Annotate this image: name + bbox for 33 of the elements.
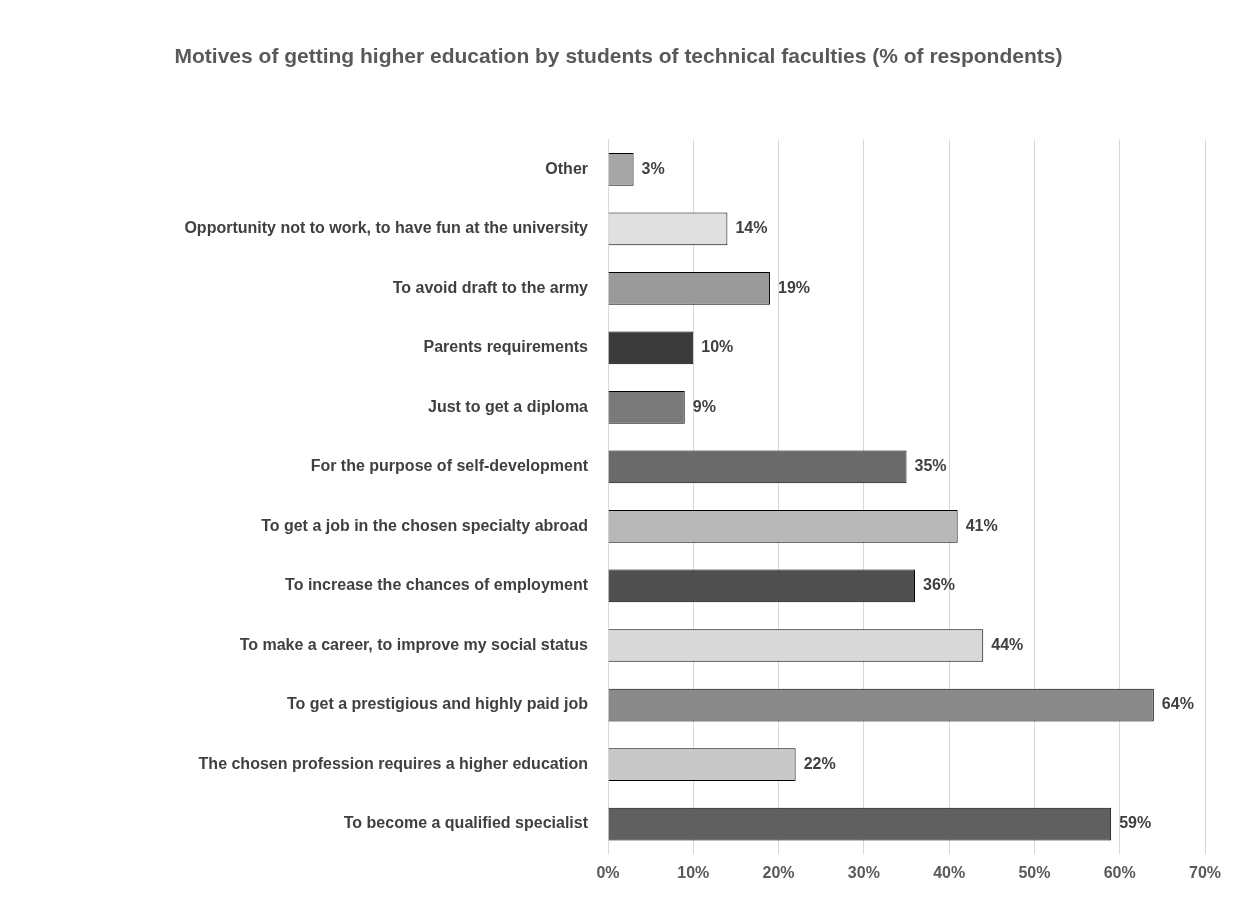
data-label: 44%: [991, 635, 1024, 653]
chart-title: Motives of getting higher education by students of technical faculties (% of respondents): [173, 43, 1064, 69]
y-tick-label: To become a qualified specialist: [343, 814, 589, 832]
x-tick-label: 10%: [677, 863, 710, 881]
data-label: 3%: [641, 159, 665, 177]
y-tick-label: To get a job in the chosen specialty abroad: [261, 516, 588, 534]
x-tick-label: 50%: [1018, 863, 1051, 881]
data-label: 41%: [965, 516, 998, 534]
data-label: 64%: [1161, 695, 1194, 713]
y-tick-label: Parents requirements: [423, 338, 589, 356]
x-tick-label: 20%: [762, 863, 795, 881]
x-tick-label: 40%: [933, 863, 966, 881]
data-label: 19%: [778, 278, 811, 296]
data-label: 9%: [692, 397, 716, 415]
x-tick-label: 0%: [596, 863, 620, 881]
data-label: 59%: [1119, 814, 1152, 832]
y-tick-label: To increase the chances of employment: [285, 576, 589, 594]
x-tick-label: 60%: [1103, 863, 1136, 881]
y-tick-label: To make a career, to improve my social status: [239, 635, 589, 653]
x-tick-label: 70%: [1188, 863, 1222, 881]
y-tick-label: To get a prestigious and highly paid job: [286, 695, 589, 713]
data-label: 36%: [923, 576, 956, 594]
y-tick-label: Just to get a diploma: [427, 397, 589, 415]
x-tick-label: 30%: [847, 863, 880, 881]
y-tick-label: To avoid draft to the army: [392, 278, 589, 296]
data-label: 35%: [914, 457, 947, 475]
data-label: 14%: [735, 219, 768, 237]
y-tick-label: Opportunity not to work, to have fun at the university: [184, 219, 589, 237]
y-tick-label: Other: [545, 159, 588, 177]
data-label: 10%: [701, 338, 734, 356]
y-tick-label: For the purpose of self-development: [310, 457, 589, 475]
data-label: 22%: [803, 754, 836, 772]
y-tick-label: The chosen profession requires a higher education: [198, 754, 588, 772]
